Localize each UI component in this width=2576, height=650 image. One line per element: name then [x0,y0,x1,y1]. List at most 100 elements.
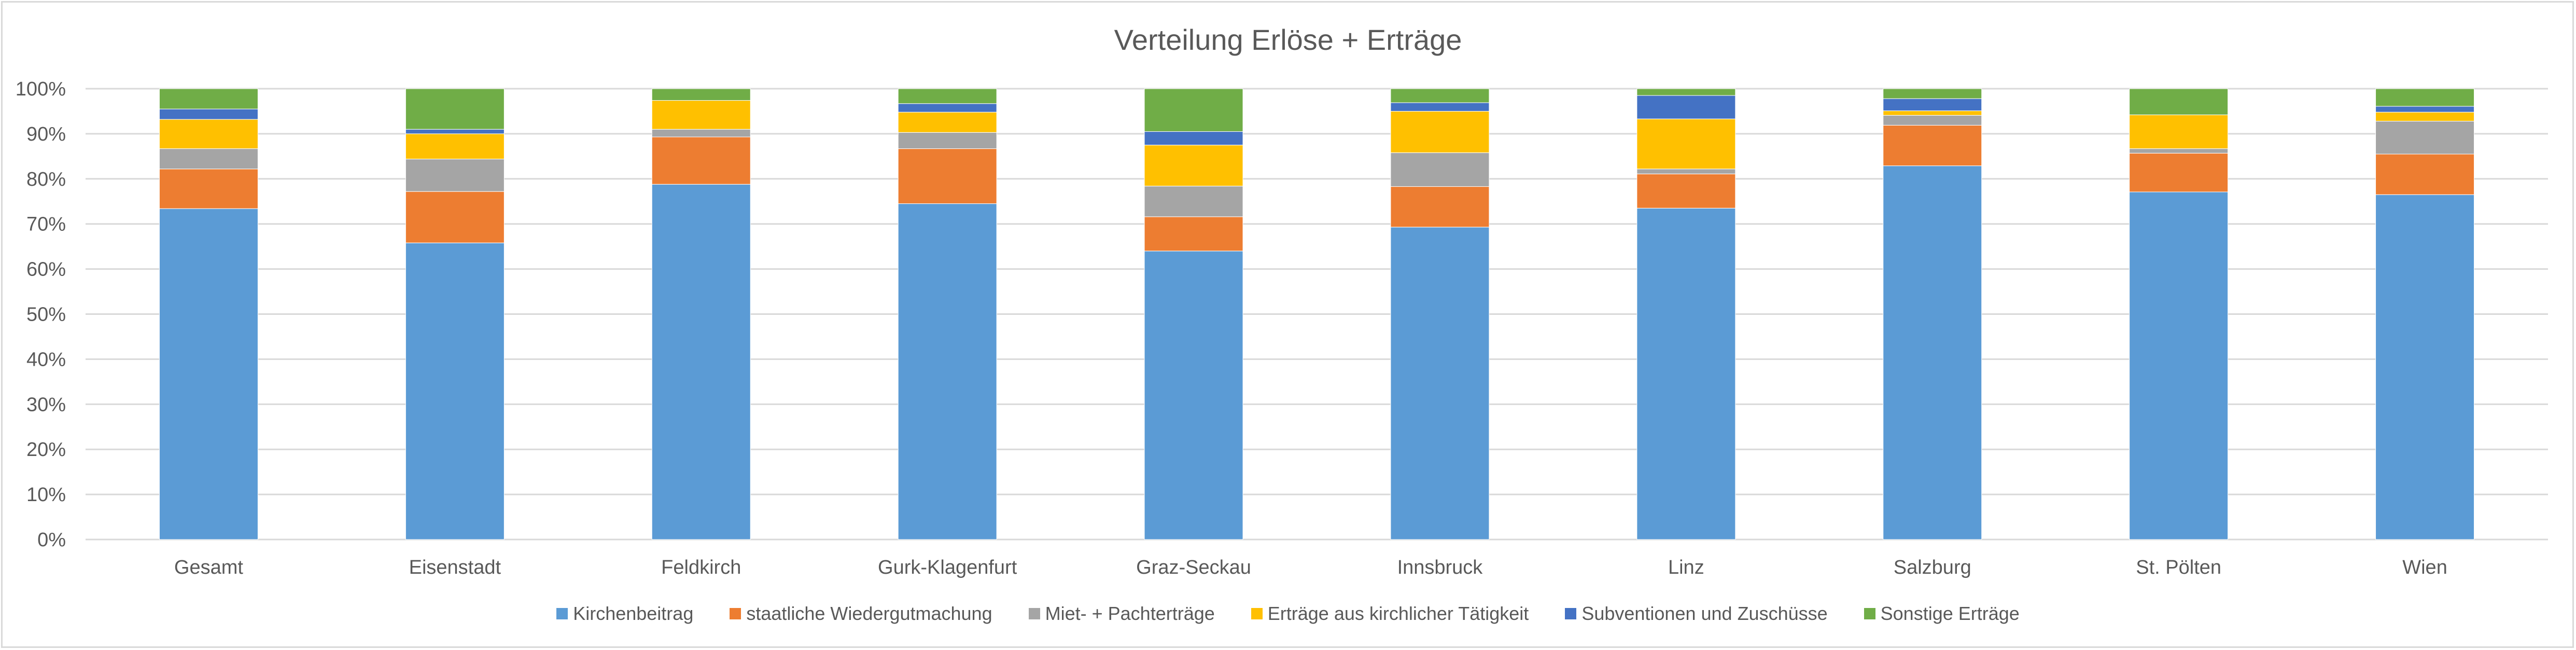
bar-segment-miet-pachtertr-ge [898,132,997,149]
y-tick-label: 0% [37,529,66,551]
bar-segment-kirchenbeitrag [1390,227,1490,540]
x-tick-label: Wien [2402,557,2447,578]
y-tick-label: 10% [26,484,66,506]
bar-segment-sonstige-ertr-ge [2129,88,2229,115]
bar-segment-subventionen-und-zusch-sse [898,103,997,113]
bar-segment-sonstige-ertr-ge [159,88,258,109]
bar-segment-staatliche-wiedergutmachung [405,191,505,243]
x-tick-label: Gurk-Klagenfurt [878,557,1017,578]
legend-swatch [1251,608,1263,619]
legend-item: Sonstige Erträge [1864,603,2020,625]
legend-swatch [1028,608,1040,619]
bar-segment-subventionen-und-zusch-sse [405,129,505,134]
legend: Kirchenbeitrag staatliche Wiedergutmachun… [0,603,2576,625]
y-tick-label: 60% [26,259,66,281]
x-tick-label: Linz [1668,557,1704,578]
chart-title: Verteilung Erlöse + Erträge [1114,23,1462,56]
legend-item: staatliche Wiedergutmachung [730,603,992,625]
bar-segment-miet-pachtertr-ge [159,148,258,170]
y-tick-label: 90% [26,123,66,145]
bar-segment-staatliche-wiedergutmachung [1636,173,1736,209]
bar-segment-sonstige-ertr-ge [405,88,505,130]
bar-segment-ertr-ge-aus-kirchlicher-t-tigkeit [2129,114,2229,149]
bar-segment-sonstige-ertr-ge [651,88,751,101]
legend-label: Miet- + Pachterträge [1045,603,1215,624]
y-tick-label: 50% [26,304,66,326]
bar-segment-ertr-ge-aus-kirchlicher-t-tigkeit [1390,110,1490,153]
bar-segment-staatliche-wiedergutmachung [1390,186,1490,228]
legend-swatch [1565,608,1577,619]
bar-segment-kirchenbeitrag [405,242,505,540]
bar-segment-ertr-ge-aus-kirchlicher-t-tigkeit [159,119,258,149]
bar-segment-subventionen-und-zusch-sse [159,108,258,120]
bar-segment-ertr-ge-aus-kirchlicher-t-tigkeit [898,112,997,133]
bar-segment-miet-pachtertr-ge [2375,121,2475,155]
y-tick-label: 70% [26,214,66,236]
bar-segment-sonstige-ertr-ge [1144,88,1243,132]
bar-segment-kirchenbeitrag [1636,208,1736,540]
bar-segment-staatliche-wiedergutmachung [2129,153,2229,192]
bar-segment-staatliche-wiedergutmachung [159,169,258,209]
bar-segment-kirchenbeitrag [1883,165,1982,540]
y-tick-label: 20% [26,439,66,461]
bar-segment-kirchenbeitrag [651,184,751,540]
y-tick-label: 30% [26,394,66,416]
bar-segment-staatliche-wiedergutmachung [2375,154,2475,195]
x-tick-label: St. Pölten [2136,557,2221,578]
bar-segment-sonstige-ertr-ge [898,88,997,104]
bar-segment-sonstige-ertr-ge [1390,88,1490,103]
bar-segment-ertr-ge-aus-kirchlicher-t-tigkeit [1144,145,1243,187]
bar-segment-miet-pachtertr-ge [651,129,751,137]
bar-segment-ertr-ge-aus-kirchlicher-t-tigkeit [405,133,505,160]
y-tick-label: 40% [26,349,66,370]
bar-segment-subventionen-und-zusch-sse [1636,95,1736,119]
bar-segment-staatliche-wiedergutmachung [1144,216,1243,252]
legend-swatch [556,608,568,619]
x-tick-label: Feldkirch [661,557,741,578]
x-tick-label: Eisenstadt [409,557,501,578]
bar-segment-miet-pachtertr-ge [1636,169,1736,174]
bar-segment-kirchenbeitrag [2129,191,2229,540]
bar-segment-ertr-ge-aus-kirchlicher-t-tigkeit [1636,118,1736,170]
bar-segment-miet-pachtertr-ge [1144,186,1243,217]
bar-segment-subventionen-und-zusch-sse [2375,106,2475,113]
legend-label: Kirchenbeitrag [573,603,694,624]
bar-segment-ertr-ge-aus-kirchlicher-t-tigkeit [1883,110,1982,116]
legend-label: Subventionen und Zuschüsse [1581,603,1828,624]
bar-segment-kirchenbeitrag [2375,194,2475,540]
bar-segment-miet-pachtertr-ge [405,159,505,192]
bar-segment-kirchenbeitrag [159,208,258,540]
bar-segment-miet-pachtertr-ge [1390,152,1490,187]
bar-segment-subventionen-und-zusch-sse [1883,98,1982,112]
y-tick-label: 80% [26,169,66,190]
x-tick-label: Graz-Seckau [1136,557,1251,578]
x-tick-label: Innsbruck [1397,557,1483,578]
bar-segment-miet-pachtertr-ge [2129,148,2229,154]
bar-segment-staatliche-wiedergutmachung [1883,125,1982,167]
legend-label: Sonstige Erträge [1880,603,2020,624]
legend-label: staatliche Wiedergutmachung [746,603,992,624]
bar-segment-ertr-ge-aus-kirchlicher-t-tigkeit [2375,112,2475,122]
legend-swatch [1864,608,1875,619]
legend-item: Erträge aus kirchlicher Tätigkeit [1251,603,1529,625]
legend-swatch [730,608,741,619]
bar-segment-sonstige-ertr-ge [2375,88,2475,107]
x-tick-label: Gesamt [174,557,243,578]
bar-segment-kirchenbeitrag [1144,251,1243,540]
legend-item: Kirchenbeitrag [556,603,693,625]
y-tick-label: 100% [16,78,66,100]
bar-segment-subventionen-und-zusch-sse [1144,131,1243,146]
bar-segment-sonstige-ertr-ge [1636,88,1736,96]
bar-segment-miet-pachtertr-ge [1883,115,1982,126]
legend-label: Erträge aus kirchlicher Tätigkeit [1267,603,1529,624]
bar-segment-ertr-ge-aus-kirchlicher-t-tigkeit [651,100,751,130]
bar-segment-sonstige-ertr-ge [1883,88,1982,99]
bar-segment-subventionen-und-zusch-sse [1390,102,1490,112]
bar-segment-staatliche-wiedergutmachung [898,148,997,204]
legend-item: Miet- + Pachterträge [1028,603,1215,625]
bar-segment-kirchenbeitrag [898,203,997,540]
bar-segment-staatliche-wiedergutmachung [651,136,751,185]
legend-item: Subventionen und Zuschüsse [1565,603,1828,625]
